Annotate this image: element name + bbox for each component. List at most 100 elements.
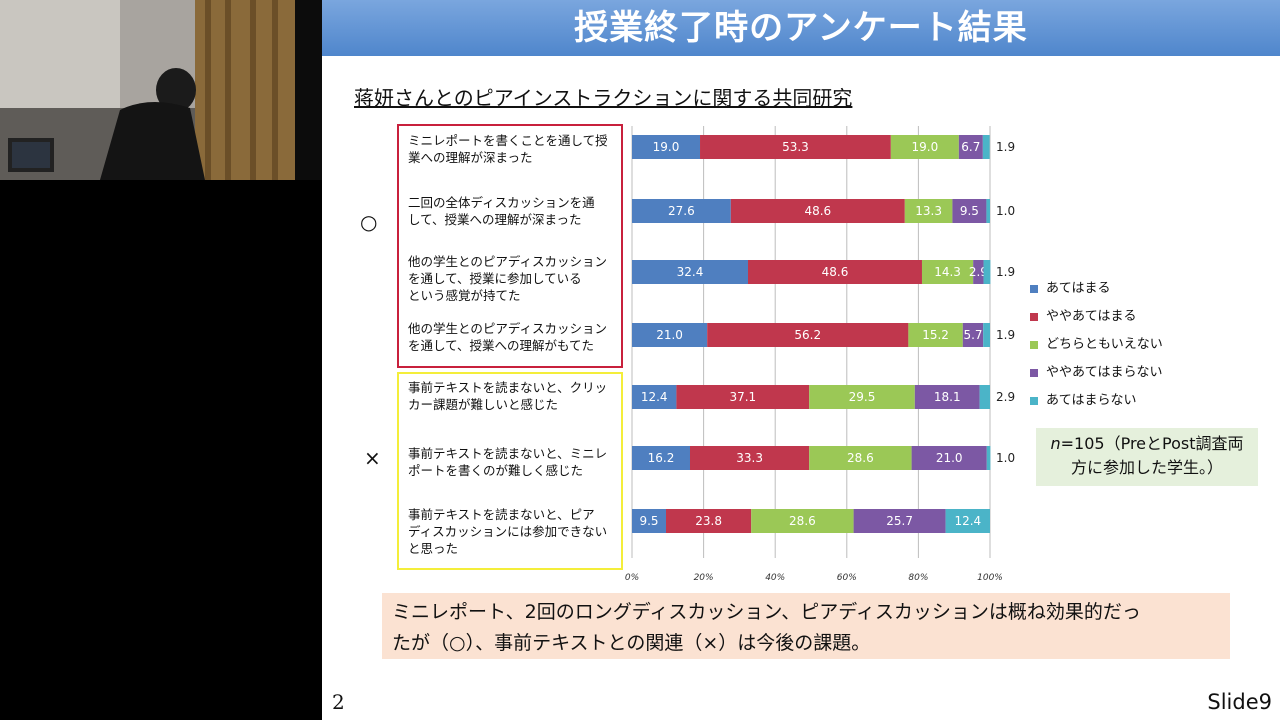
bar-r0-s1 <box>700 135 891 159</box>
bar-label-r3-s2: 15.2 <box>922 328 949 342</box>
camera-scene <box>0 0 322 180</box>
bar-r3-s3 <box>962 323 984 347</box>
bar-label-r3-s1: 56.2 <box>794 328 821 342</box>
bar-r0-s2 <box>890 135 959 159</box>
negative-items-frame <box>397 372 623 570</box>
bar-r1-s2 <box>904 199 953 223</box>
x-tick-label-2: 40% <box>765 573 785 582</box>
category-label-3: 他の学生とのピアディスカッション を通して、授業への理解がもてた <box>408 320 618 354</box>
good-mark: ○ <box>360 210 378 234</box>
category-label-0-line-0: ミニレポートを書くことを通して授 <box>408 133 608 148</box>
bar-r6-s4 <box>945 509 990 533</box>
category-label-6-line-2: と思った <box>408 541 459 556</box>
category-label-6-line-1: ディスカッションには参加できない <box>408 524 608 539</box>
bar-r3-s0 <box>632 323 708 347</box>
conclusion-box: ミニレポート、2回のロングディスカッション、ピアディスカッションは概ね効果的だっ… <box>382 593 1230 659</box>
bar-label-r1-s4: 1.0 <box>996 204 1015 218</box>
legend-item-3: ややあてはまらない <box>1030 361 1162 380</box>
bar-r6-s3 <box>853 509 946 533</box>
bar-r3-s4 <box>983 323 990 347</box>
bar-label-r0-s2: 19.0 <box>911 140 938 154</box>
x-tick-label-0: 0% <box>625 573 639 582</box>
x-tick-label-4: 80% <box>908 573 928 582</box>
bar-label-r4-s2: 29.5 <box>849 390 876 404</box>
category-label-1-line-1: して、授業への理解が深まった <box>408 212 582 227</box>
category-label-3-line-0: 他の学生とのピアディスカッション <box>408 321 608 336</box>
bar-label-r1-s1: 48.6 <box>804 204 831 218</box>
sample-size-line2: 方に参加した学生。） <box>1070 458 1223 477</box>
category-label-6: 事前テキストを読まないと、ピア ディスカッションには参加できない と思った <box>408 506 618 557</box>
bar-label-r4-s1: 37.1 <box>729 390 756 404</box>
bar-r2-s0 <box>632 260 748 284</box>
legend-item-1: ややあてはまる <box>1030 305 1136 324</box>
bar-r5-s3 <box>911 446 987 470</box>
category-label-3-line-1: を通して、授業への理解がもてた <box>408 338 595 353</box>
category-label-1: 二回の全体ディスカッションを通 して、授業への理解が深まった <box>408 194 618 228</box>
legend-item-2: どちらともいえない <box>1030 333 1163 352</box>
legend-label-4: あてはまらない <box>1046 393 1137 408</box>
bar-label-r0-s4: 1.9 <box>996 140 1015 154</box>
legend-swatch-4 <box>1030 396 1038 405</box>
category-label-2-line-0: 他の学生とのピアディスカッション <box>408 254 608 269</box>
x-tick-label-3: 60% <box>837 573 857 582</box>
bar-r4-s1 <box>676 385 810 409</box>
category-label-5: 事前テキストを読まないと、ミニレ ポートを書くのが難しく感じた <box>408 445 618 479</box>
x-tick-label-5: 100% <box>977 573 1003 582</box>
legend-label-1: ややあてはまる <box>1046 309 1137 324</box>
stacked-bar-chart: 0% 20% 40% 60% 80% 100% 19.0 53.3 19.0 6.7 1.9 27.6… <box>625 126 1015 582</box>
category-label-4: 事前テキストを読まないと、クリッ カー課題が難しいと感じた <box>408 379 618 413</box>
slide-label: Slide9 <box>1207 690 1272 714</box>
bar-label-r4-s0: 12.4 <box>641 390 668 404</box>
bar-label-r2-s3: 2.9 <box>969 265 988 279</box>
legend-swatch-3 <box>1030 368 1038 377</box>
category-label-6-line-0: 事前テキストを読まないと、ピア <box>408 507 595 522</box>
category-label-4-line-1: カー課題が難しいと感じた <box>408 397 559 412</box>
camera-feed <box>0 0 322 180</box>
category-label-5-line-0: 事前テキストを読まないと、ミニレ <box>408 446 608 461</box>
bar-r0-s0 <box>632 135 701 159</box>
legend-swatch-1 <box>1030 312 1038 321</box>
bar-r1-s4 <box>986 199 990 223</box>
bar-label-r5-s3: 21.0 <box>936 451 963 465</box>
bar-label-r3-s0: 21.0 <box>656 328 683 342</box>
bar-label-r5-s1: 33.3 <box>736 451 763 465</box>
bar-label-r1-s2: 13.3 <box>915 204 942 218</box>
bar-r6-s2 <box>751 509 854 533</box>
category-label-2-line-1: を通して、授業に参加している <box>408 271 582 286</box>
bar-r2-s3 <box>973 260 984 284</box>
bar-label-r3-s4: 1.9 <box>996 328 1015 342</box>
bar-r0-s3 <box>958 135 983 159</box>
bar-label-r5-s0: 16.2 <box>648 451 675 465</box>
category-label-0-line-1: 業への理解が深まった <box>408 150 533 165</box>
bar-r1-s3 <box>952 199 987 223</box>
category-label-5-line-1: ポートを書くのが難しく感じた <box>408 463 584 478</box>
category-label-0: ミニレポートを書くことを通して授 業への理解が深まった <box>408 132 618 166</box>
bar-r4-s0 <box>632 385 677 409</box>
sample-size-line1: =105（PreとPost調査両 <box>1060 434 1244 453</box>
legend-item-4: あてはまらない <box>1030 389 1136 408</box>
sample-size-note: n=105（PreとPost調査両 方に参加した学生。） <box>1036 428 1258 486</box>
bad-mark: × <box>364 446 381 470</box>
legend-swatch-2 <box>1030 340 1038 349</box>
bar-label-r5-s2: 28.6 <box>847 451 874 465</box>
bar-r5-s4 <box>986 446 991 470</box>
bar-label-r6-s1: 23.8 <box>695 514 722 528</box>
bar-label-r6-s2: 28.6 <box>789 514 816 528</box>
category-label-2-line-2: という感覚が持てた <box>408 288 521 303</box>
bar-r4-s4 <box>979 385 990 409</box>
bar-r6-s0 <box>632 509 667 533</box>
slide-subtitle: 蒋妍さんとのピアインストラクションに関する共同研究 <box>354 86 853 110</box>
bar-r4-s3 <box>914 385 980 409</box>
bar-r2-s2 <box>921 260 974 284</box>
slide-title: 授業終了時のアンケート結果 <box>322 0 1280 56</box>
category-label-4-line-0: 事前テキストを読まないと、クリッ <box>408 380 608 395</box>
page-number: 2 <box>332 690 345 714</box>
legend-label-2: どちらともいえない <box>1046 337 1163 352</box>
conclusion-line-2: たが（○）、事前テキストとの関連（×）は今後の課題。 <box>392 632 871 654</box>
bar-label-r5-s4: 1.0 <box>996 451 1015 465</box>
bar-label-r2-s2: 14.3 <box>934 265 961 279</box>
bar-r5-s2 <box>809 446 912 470</box>
bar-label-r3-s3: 5.7 <box>963 328 982 342</box>
bar-label-r0-s0: 19.0 <box>653 140 680 154</box>
bar-label-r2-s1: 48.6 <box>822 265 849 279</box>
